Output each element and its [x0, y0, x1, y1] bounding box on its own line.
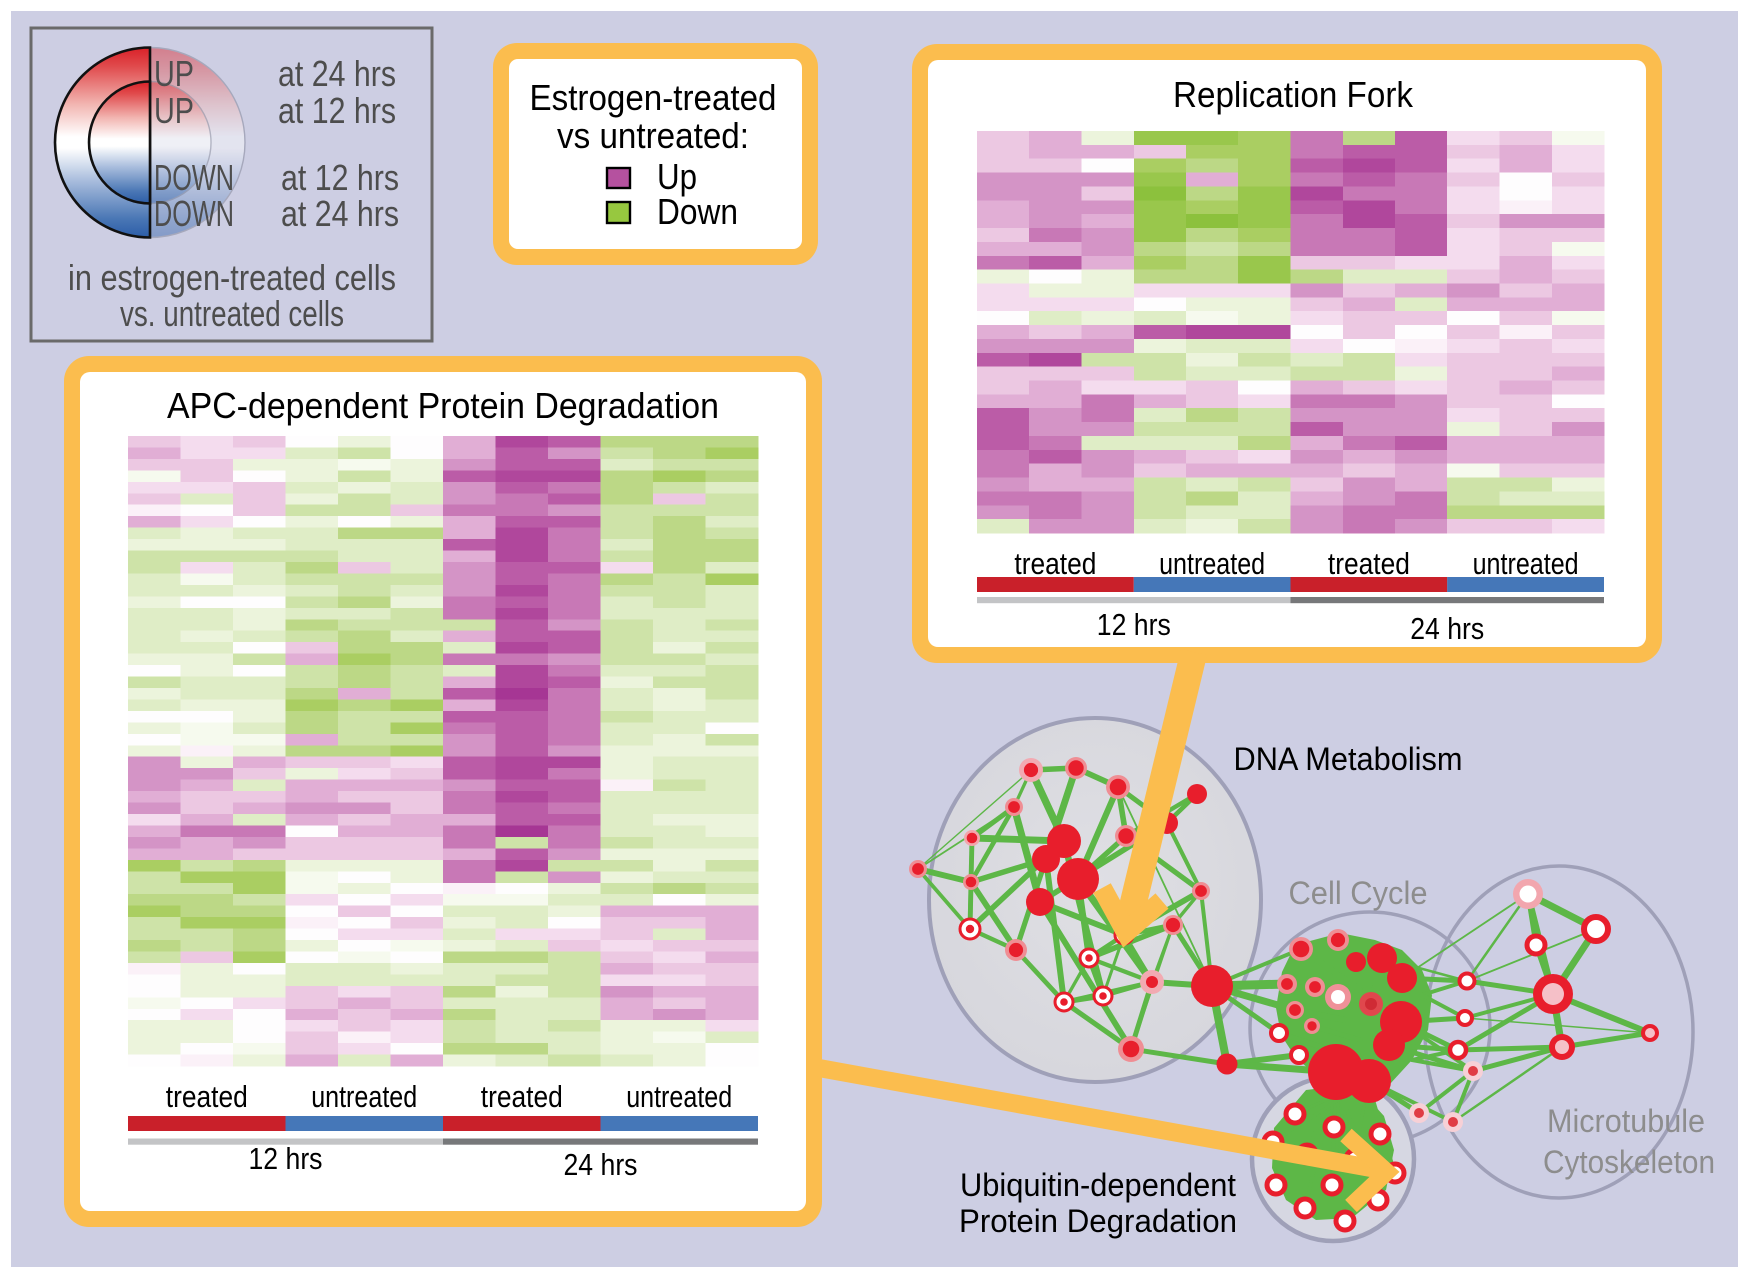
svg-text:Cytoskeleton: Cytoskeleton	[1543, 1144, 1715, 1180]
svg-text:Estrogen-treated: Estrogen-treated	[530, 77, 777, 118]
svg-text:Up: Up	[657, 156, 697, 197]
svg-text:untreated: untreated	[311, 1079, 417, 1114]
svg-text:DOWN: DOWN	[154, 157, 234, 198]
svg-text:Replication Fork: Replication Fork	[1173, 74, 1414, 115]
svg-text:24 hrs: 24 hrs	[1410, 611, 1484, 646]
svg-text:untreated: untreated	[1159, 546, 1265, 581]
svg-text:untreated: untreated	[626, 1079, 732, 1114]
svg-text:12 hrs: 12 hrs	[1097, 607, 1171, 642]
svg-text:untreated: untreated	[1473, 546, 1579, 581]
svg-text:at 12 hrs: at 12 hrs	[281, 157, 399, 198]
svg-text:UP: UP	[154, 53, 194, 94]
svg-text:in estrogen-treated cells: in estrogen-treated cells	[68, 257, 396, 298]
svg-text:vs. untreated cells: vs. untreated cells	[120, 293, 344, 334]
svg-text:Down: Down	[657, 191, 738, 232]
svg-text:Ubiquitin-dependent: Ubiquitin-dependent	[960, 1167, 1236, 1203]
svg-text:treated: treated	[1328, 546, 1410, 581]
svg-text:24 hrs: 24 hrs	[564, 1147, 638, 1182]
svg-text:Protein Degradation: Protein Degradation	[959, 1203, 1237, 1239]
svg-text:UP: UP	[154, 90, 194, 131]
svg-text:Cell Cycle: Cell Cycle	[1289, 875, 1428, 911]
svg-text:treated: treated	[481, 1079, 563, 1114]
svg-text:12 hrs: 12 hrs	[249, 1141, 323, 1176]
svg-text:vs untreated:: vs untreated:	[557, 115, 749, 156]
svg-text:treated: treated	[1014, 546, 1096, 581]
svg-text:APC-dependent Protein Degradat: APC-dependent Protein Degradation	[167, 385, 719, 426]
svg-text:at 12 hrs: at 12 hrs	[278, 90, 396, 131]
svg-text:at 24 hrs: at 24 hrs	[281, 193, 399, 234]
svg-text:Microtubule: Microtubule	[1547, 1103, 1705, 1139]
svg-text:at 24 hrs: at 24 hrs	[278, 53, 396, 94]
svg-text:treated: treated	[166, 1079, 248, 1114]
svg-text:DNA Metabolism: DNA Metabolism	[1234, 741, 1463, 777]
svg-text:DOWN: DOWN	[154, 193, 234, 234]
